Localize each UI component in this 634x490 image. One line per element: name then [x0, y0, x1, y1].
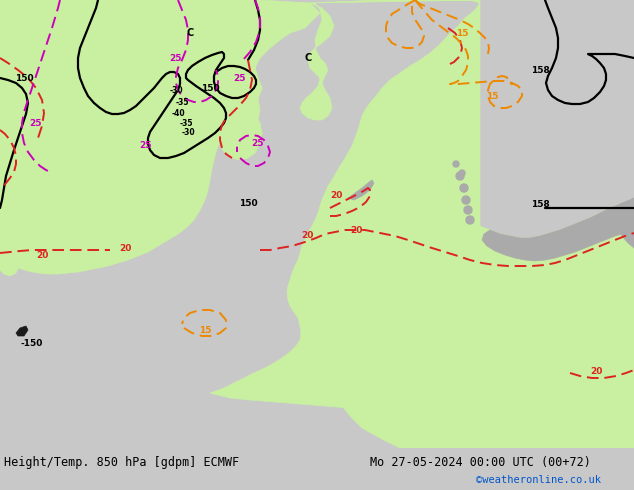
Text: 150: 150 [238, 198, 257, 207]
Polygon shape [220, 106, 262, 160]
Text: 25: 25 [139, 141, 152, 149]
Text: 25: 25 [30, 119, 42, 127]
Text: 150: 150 [201, 83, 219, 93]
Text: 20: 20 [350, 225, 362, 235]
Text: 15: 15 [456, 28, 469, 38]
Polygon shape [46, 106, 66, 188]
Text: Height/Temp. 850 hPa [gdpm] ECMWF: Height/Temp. 850 hPa [gdpm] ECMWF [4, 456, 239, 468]
Text: 20: 20 [590, 367, 602, 375]
Text: 20: 20 [119, 244, 131, 252]
Text: ©weatheronline.co.uk: ©weatheronline.co.uk [476, 475, 601, 485]
Polygon shape [16, 326, 28, 336]
Text: C: C [186, 28, 193, 38]
Polygon shape [352, 148, 408, 170]
Circle shape [460, 184, 468, 192]
Text: 15: 15 [486, 92, 498, 100]
Polygon shape [0, 260, 18, 276]
Text: 20: 20 [330, 191, 342, 199]
Text: C: C [304, 53, 312, 63]
Circle shape [464, 206, 472, 214]
Text: 25: 25 [169, 53, 181, 63]
Polygon shape [348, 180, 374, 200]
Polygon shape [300, 3, 334, 120]
Text: -35: -35 [179, 119, 193, 127]
Text: -30: -30 [181, 127, 195, 137]
Polygon shape [482, 198, 634, 261]
Text: 150: 150 [15, 74, 34, 82]
Text: 25: 25 [234, 74, 246, 82]
Circle shape [456, 172, 464, 180]
Polygon shape [432, 165, 444, 169]
Text: 25: 25 [252, 139, 264, 147]
Text: 158: 158 [531, 199, 550, 209]
Text: -30: -30 [169, 85, 183, 95]
Polygon shape [210, 0, 480, 414]
Text: 20: 20 [36, 250, 48, 260]
Text: -40: -40 [171, 108, 185, 118]
Circle shape [453, 161, 459, 167]
Text: 158: 158 [531, 66, 550, 74]
Polygon shape [618, 198, 634, 248]
Text: -35: -35 [175, 98, 189, 106]
Polygon shape [0, 0, 320, 274]
Text: 15: 15 [198, 325, 211, 335]
Polygon shape [408, 160, 430, 170]
Text: -150: -150 [21, 339, 43, 347]
Circle shape [462, 196, 470, 204]
Polygon shape [326, 168, 634, 448]
Circle shape [459, 170, 465, 176]
Polygon shape [382, 171, 394, 177]
Circle shape [466, 216, 474, 224]
Text: 20: 20 [301, 230, 313, 240]
Text: Mo 27-05-2024 00:00 UTC (00+72): Mo 27-05-2024 00:00 UTC (00+72) [370, 456, 591, 468]
Polygon shape [224, 30, 272, 133]
